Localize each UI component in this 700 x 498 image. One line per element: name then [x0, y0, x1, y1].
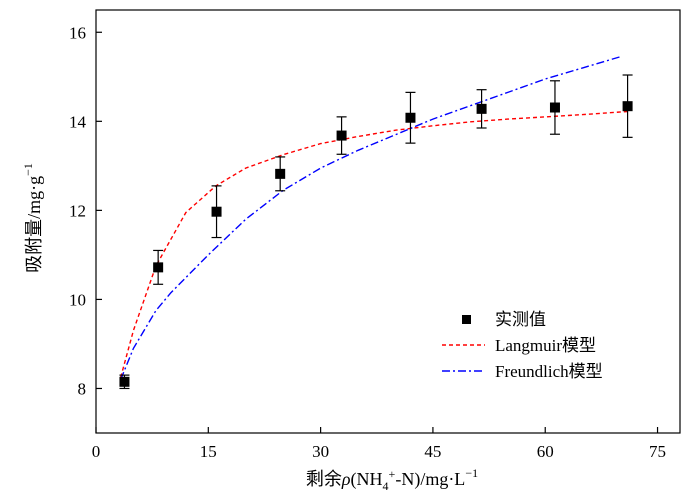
data-point [336, 130, 347, 141]
data-point [119, 376, 130, 387]
x-tick-label: 75 [649, 442, 666, 461]
data-point [211, 206, 222, 217]
data-point [275, 168, 286, 179]
data-point [622, 101, 633, 112]
y-tick-label: 16 [69, 23, 86, 42]
tick-labels: 0 15 30 45 60 75 8 10 12 14 16 [69, 23, 666, 461]
x-tick-label: 30 [312, 442, 329, 461]
legend-label-langmuir: Langmuir模型 [495, 336, 596, 355]
y-tick-label: 8 [78, 379, 87, 398]
legend-marker-measured [462, 315, 471, 324]
plot-border [95, 9, 681, 434]
x-tick-label: 60 [537, 442, 554, 461]
data-point [476, 103, 487, 114]
data-point [153, 262, 164, 273]
plot-frame [95, 9, 681, 434]
measured-points [119, 74, 633, 390]
y-tick-label: 12 [69, 201, 86, 220]
x-tick-label: 15 [200, 442, 217, 461]
axis-ticks [95, 31, 659, 433]
legend-label-measured: 实测值 [495, 310, 546, 329]
y-tick-label: 10 [69, 290, 86, 309]
x-axis-label: 剩余ρ(NH4+-N)/mg·L−1 [306, 466, 478, 493]
y-axis-label: 吸附量/mg·g−1 [21, 163, 44, 273]
data-point [405, 112, 416, 123]
y-tick-label: 14 [69, 112, 87, 131]
legend: 实测值 Langmuir模型 Freundlich模型 [442, 310, 603, 381]
x-tick-label: 0 [92, 442, 101, 461]
x-tick-label: 45 [424, 442, 441, 461]
legend-label-freundlich: Freundlich模型 [495, 362, 603, 381]
data-point [549, 102, 560, 113]
freundlich-curve [120, 56, 621, 380]
